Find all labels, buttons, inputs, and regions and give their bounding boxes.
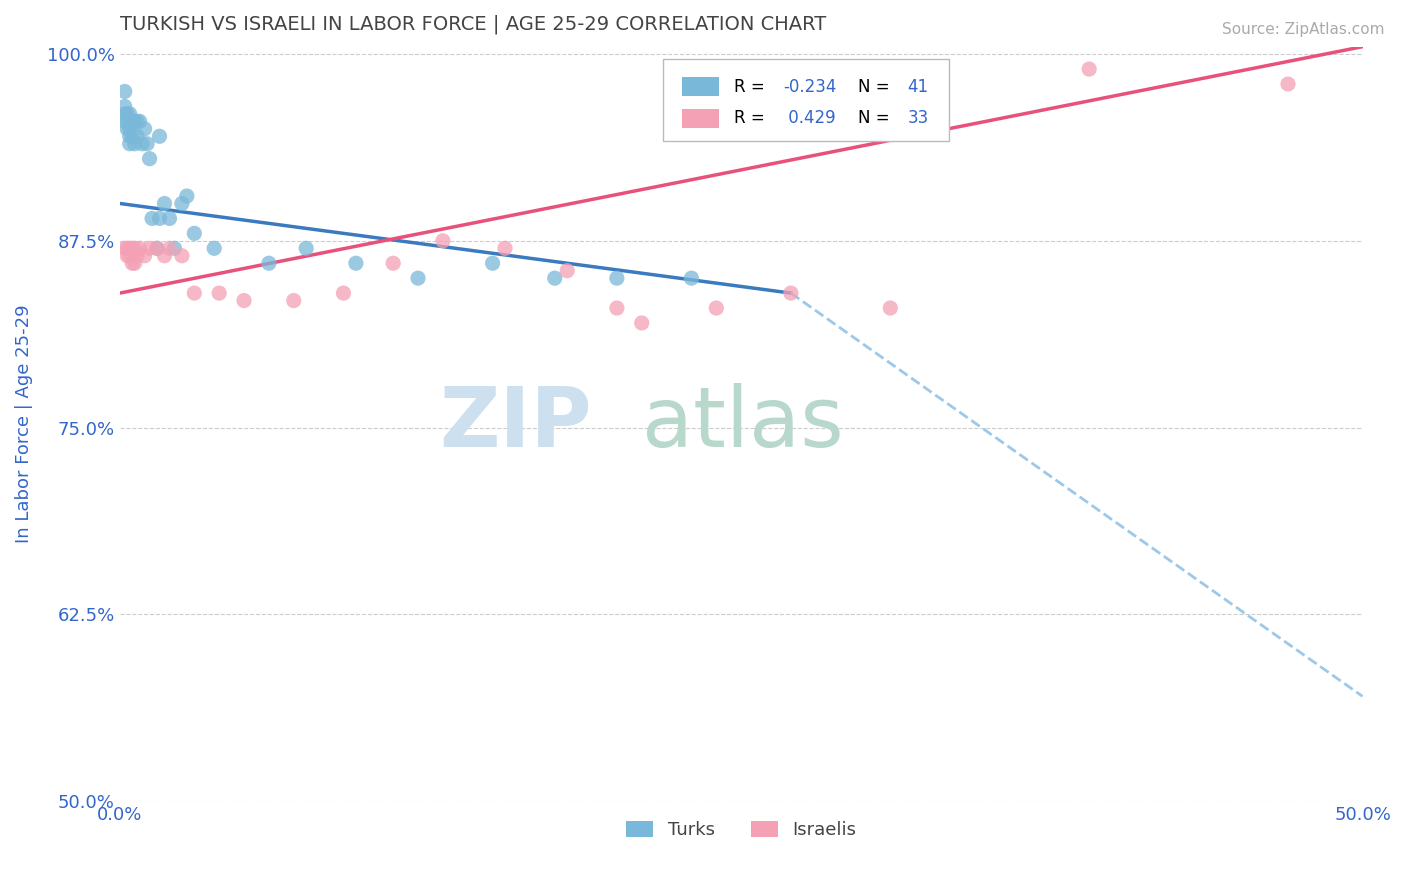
Point <box>124 241 146 255</box>
Point <box>208 286 231 301</box>
Point <box>630 316 652 330</box>
Point <box>344 256 367 270</box>
Point <box>127 114 149 128</box>
Point <box>128 241 150 255</box>
Point <box>115 114 138 128</box>
Point <box>114 241 136 255</box>
Point <box>146 241 169 255</box>
Bar <box>682 109 718 128</box>
Text: R =: R = <box>734 78 769 95</box>
Point <box>183 286 205 301</box>
Point <box>114 107 136 121</box>
Point <box>153 196 176 211</box>
Point <box>118 136 141 151</box>
Point <box>115 241 138 255</box>
Point <box>146 241 169 255</box>
Point <box>121 256 143 270</box>
Point <box>118 129 141 144</box>
Text: ZIP: ZIP <box>440 384 592 464</box>
Point <box>879 301 901 315</box>
Point <box>124 114 146 128</box>
Point <box>121 114 143 128</box>
Point <box>159 241 181 255</box>
Point <box>127 129 149 144</box>
Point <box>183 227 205 241</box>
Point <box>124 136 146 151</box>
Point <box>121 129 143 144</box>
Point <box>170 249 193 263</box>
Point <box>148 211 170 226</box>
Point <box>283 293 305 308</box>
Point <box>176 189 198 203</box>
Point <box>481 256 503 270</box>
Point <box>148 129 170 144</box>
Point <box>704 301 727 315</box>
FancyBboxPatch shape <box>662 60 949 141</box>
Point <box>295 241 318 255</box>
Point <box>606 271 628 285</box>
Point <box>115 249 138 263</box>
Point <box>115 121 138 136</box>
Point <box>128 114 150 128</box>
Point <box>141 211 163 226</box>
Point <box>170 196 193 211</box>
Point <box>114 85 136 99</box>
Point <box>544 271 567 285</box>
Point <box>138 241 160 255</box>
Point <box>233 293 256 308</box>
Point <box>118 121 141 136</box>
Point <box>114 114 136 128</box>
Point <box>332 286 354 301</box>
Legend: Turks, Israelis: Turks, Israelis <box>619 814 863 847</box>
Text: 33: 33 <box>908 110 929 128</box>
Point <box>124 256 146 270</box>
Text: -0.234: -0.234 <box>783 78 837 95</box>
Point <box>114 99 136 113</box>
Point <box>134 249 156 263</box>
Y-axis label: In Labor Force | Age 25-29: In Labor Force | Age 25-29 <box>15 304 32 543</box>
Bar <box>682 77 718 96</box>
Text: R =: R = <box>734 110 769 128</box>
Text: N =: N = <box>858 110 894 128</box>
Point <box>779 286 801 301</box>
Point <box>202 241 225 255</box>
Point <box>494 241 516 255</box>
Text: TURKISH VS ISRAELI IN LABOR FORCE | AGE 25-29 CORRELATION CHART: TURKISH VS ISRAELI IN LABOR FORCE | AGE … <box>120 15 825 35</box>
Point <box>432 234 454 248</box>
Point <box>121 241 143 255</box>
Text: 41: 41 <box>908 78 929 95</box>
Point <box>134 121 156 136</box>
Point <box>118 241 141 255</box>
Point <box>406 271 429 285</box>
Point <box>382 256 405 270</box>
Point <box>1078 62 1101 76</box>
Point <box>136 136 159 151</box>
Text: atlas: atlas <box>641 384 844 464</box>
Point <box>257 256 280 270</box>
Point <box>127 249 149 263</box>
Point <box>131 136 153 151</box>
Point <box>153 249 176 263</box>
Point <box>681 271 703 285</box>
Point <box>163 241 186 255</box>
Point <box>118 107 141 121</box>
Point <box>606 301 628 315</box>
Point <box>1277 77 1299 91</box>
Point <box>138 152 160 166</box>
Point <box>115 107 138 121</box>
Text: 0.429: 0.429 <box>783 110 837 128</box>
Point <box>555 263 578 277</box>
Text: N =: N = <box>858 78 894 95</box>
Text: Source: ZipAtlas.com: Source: ZipAtlas.com <box>1222 22 1385 37</box>
Point <box>159 211 181 226</box>
Point <box>118 249 141 263</box>
